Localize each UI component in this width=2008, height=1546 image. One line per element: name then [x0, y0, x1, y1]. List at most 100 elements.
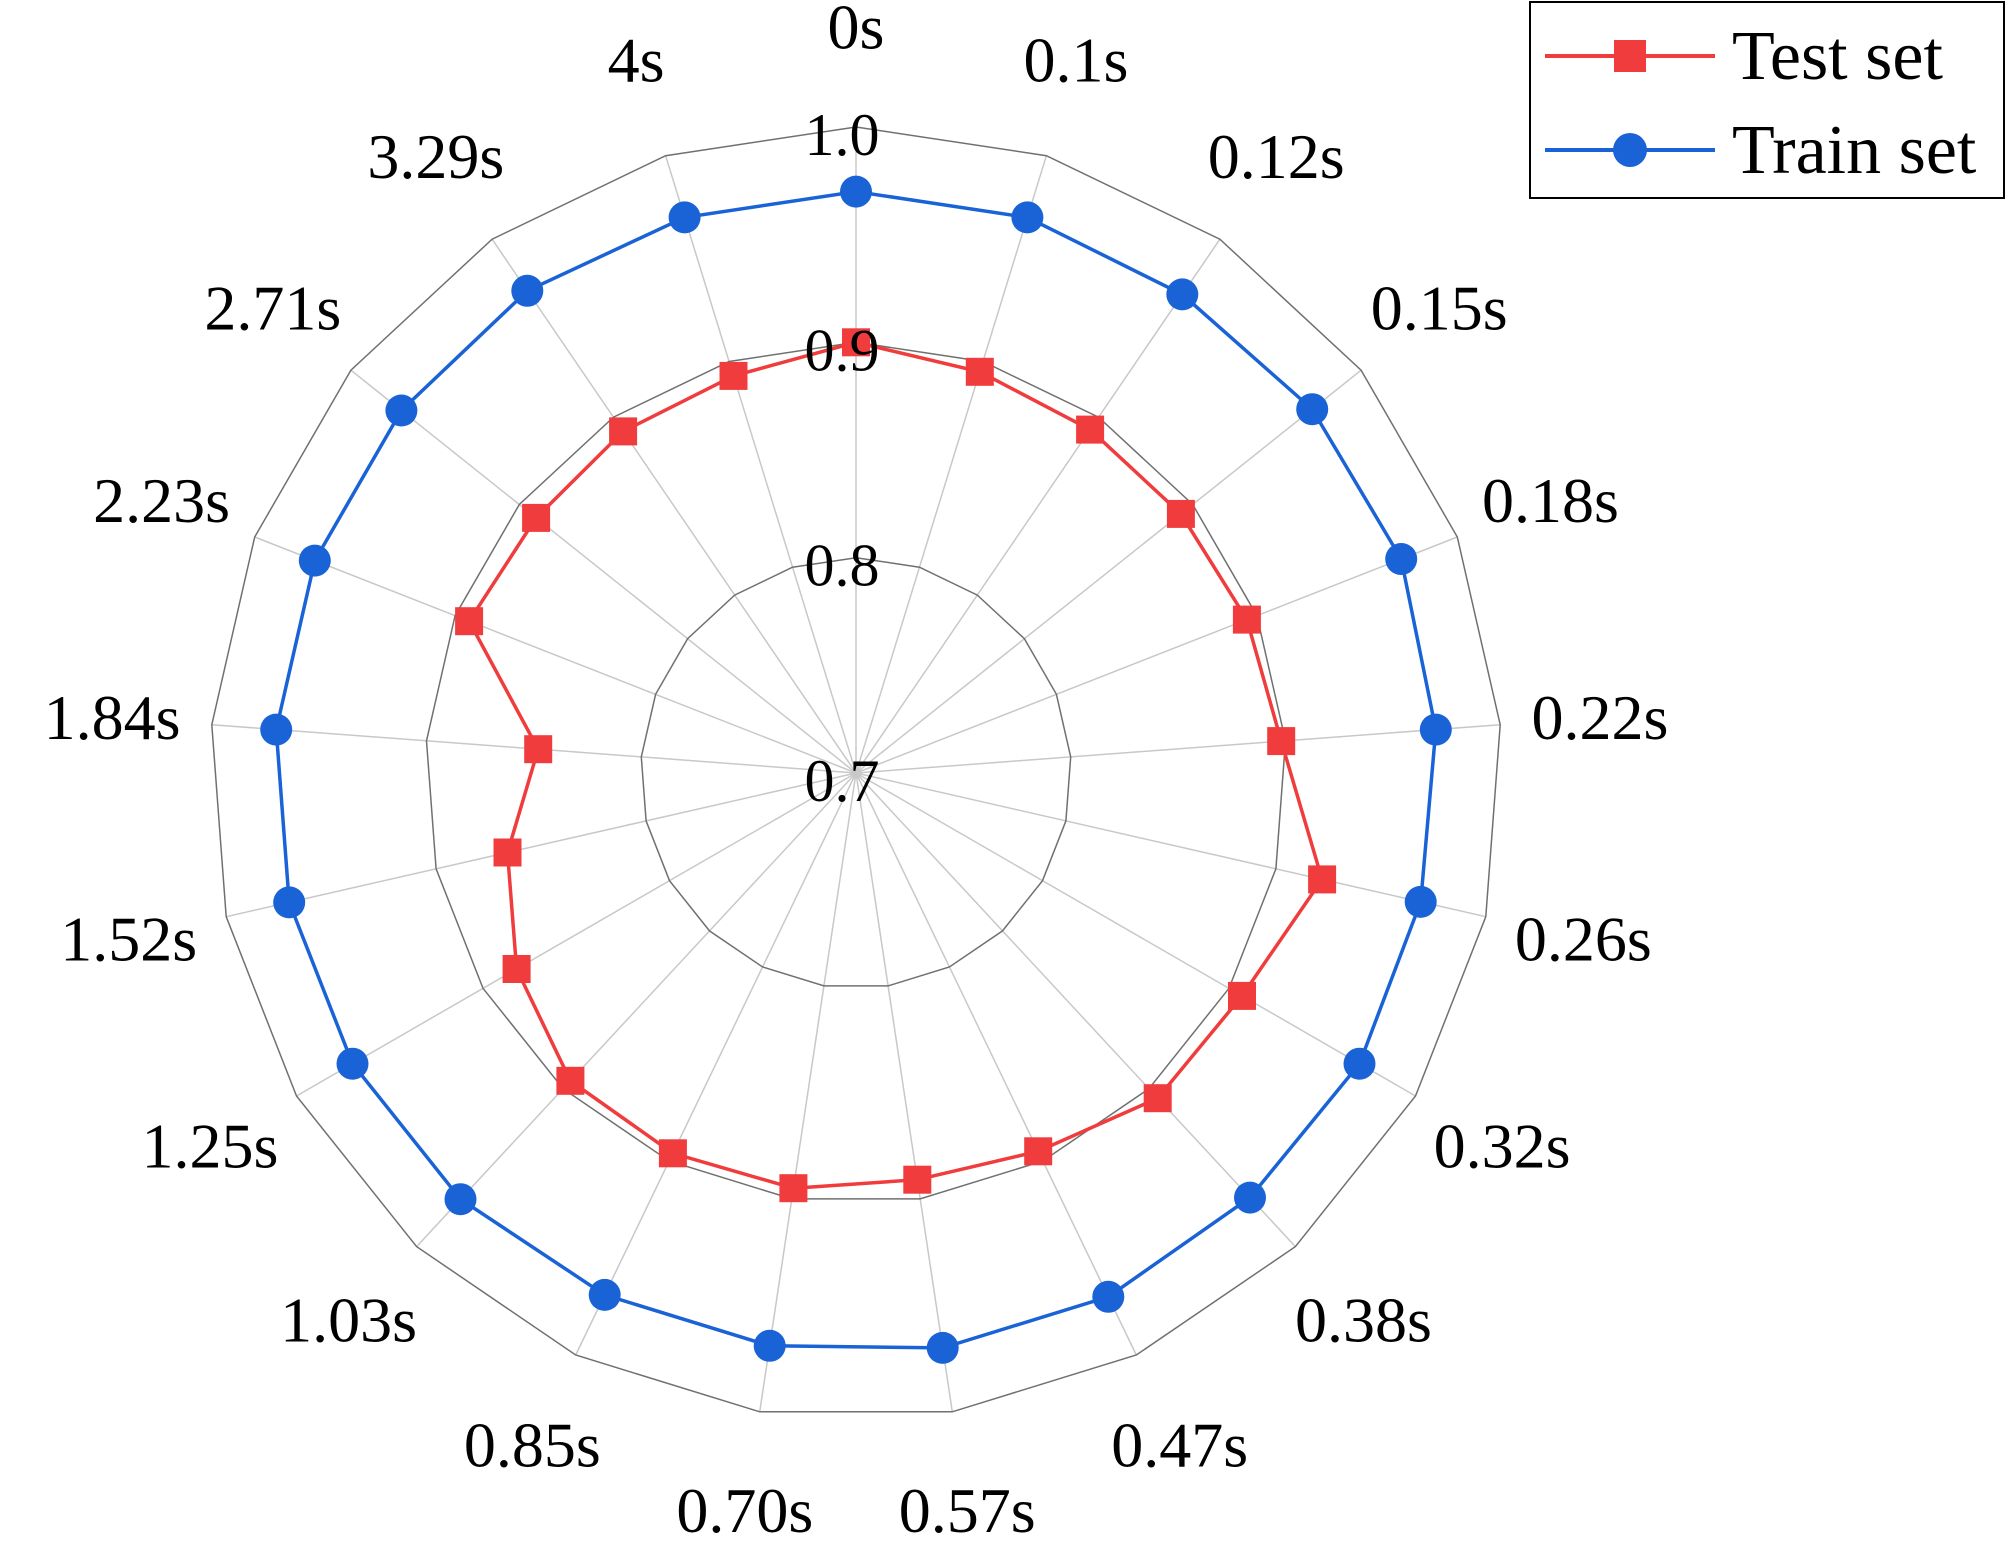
series-0-point-10	[903, 1165, 932, 1194]
category-label-7: 0.32s	[1434, 1111, 1571, 1182]
series-1-point-16	[260, 713, 293, 746]
category-label-18: 2.71s	[204, 272, 341, 343]
legend-test-marker	[1614, 40, 1646, 72]
series-0-point-16	[524, 735, 553, 764]
spoke-1	[855, 155, 1048, 774]
spoke-5	[855, 723, 1501, 774]
category-label-13: 1.03s	[280, 1284, 417, 1355]
legend-train-marker	[1613, 133, 1647, 167]
category-label-8: 0.38s	[1295, 1284, 1432, 1355]
category-label-2: 0.12s	[1208, 121, 1345, 192]
spoke-18	[350, 369, 857, 774]
series-0-point-19	[609, 417, 638, 446]
spoke-6	[855, 772, 1486, 918]
category-label-5: 0.22s	[1531, 682, 1668, 753]
series-1-point-5	[1419, 713, 1452, 746]
series-0	[455, 328, 1337, 1203]
grid-ring-3	[211, 126, 1501, 1413]
series-0-point-3	[1166, 499, 1195, 528]
series-1-point-10	[926, 1331, 959, 1364]
category-label-11: 0.70s	[676, 1475, 813, 1546]
series-1	[260, 175, 1452, 1364]
series-1-point-20	[668, 201, 701, 234]
radar-grid	[211, 126, 1501, 1413]
series-1-point-18	[385, 394, 418, 427]
category-label-14: 1.25s	[141, 1111, 278, 1182]
series-1-point-12	[588, 1278, 621, 1311]
category-labels: 0s 0.1s 0.12s 0.15s 0.18s 0.22s 0.26s 0.32s 0.38…	[44, 0, 1669, 1546]
series-1-point-17	[298, 544, 331, 577]
series-1-point-4	[1385, 543, 1418, 575]
category-label-1: 0.1s	[1023, 25, 1128, 96]
spoke-3	[855, 369, 1362, 774]
series-0-point-6	[1308, 865, 1337, 894]
series-1-line	[274, 189, 1438, 1350]
spoke-20	[664, 155, 857, 774]
series-1-point-13	[444, 1183, 477, 1216]
series-0-point-20	[719, 361, 748, 390]
series-layer	[260, 175, 1452, 1364]
series-0-point-9	[1024, 1137, 1053, 1166]
series-0-point-18	[522, 503, 551, 532]
series-1-point-9	[1092, 1280, 1125, 1313]
spoke-7	[855, 772, 1416, 1097]
series-0-point-15	[493, 838, 522, 867]
series-0-point-2	[1076, 415, 1105, 444]
spoke-11	[758, 772, 857, 1412]
spoke-15	[226, 772, 857, 918]
grid-ring-1	[640, 556, 1072, 987]
series-0-point-17	[455, 607, 484, 636]
spoke-17	[254, 536, 857, 774]
legend-box	[1529, 1, 2005, 199]
category-label-6: 0.26s	[1515, 904, 1652, 975]
legend-train-label: Train set	[1732, 112, 1977, 189]
category-label-19: 3.29s	[367, 121, 504, 192]
series-0-point-11	[779, 1174, 808, 1203]
series-1-point-8	[1234, 1181, 1266, 1214]
series-1-point-19	[511, 274, 544, 307]
legend: Test set Train set	[1529, 1, 2005, 199]
series-1-point-7	[1343, 1047, 1376, 1080]
ring-label-1: 0.8	[805, 533, 880, 599]
category-label-9: 0.47s	[1111, 1410, 1248, 1481]
series-0-point-5	[1267, 727, 1296, 756]
category-label-4: 0.18s	[1482, 465, 1619, 536]
category-label-12: 0.85s	[464, 1410, 601, 1481]
series-0-point-0	[842, 328, 870, 357]
spoke-4	[855, 536, 1458, 774]
series-1-point-1	[1011, 201, 1044, 234]
spoke-10	[855, 772, 954, 1412]
series-0-point-7	[1228, 981, 1256, 1010]
spoke-8	[855, 772, 1296, 1248]
legend-test-label: Test set	[1732, 18, 1943, 95]
series-0-point-12	[658, 1139, 687, 1168]
spoke-19	[491, 238, 857, 774]
category-label-10: 0.57s	[899, 1475, 1036, 1546]
category-label-0: 0s	[828, 0, 885, 63]
series-0-point-4	[1232, 605, 1261, 634]
ring-label-3: 1.0	[805, 102, 880, 168]
spoke-9	[855, 772, 1137, 1356]
category-label-15: 1.52s	[60, 904, 197, 975]
spoke-14	[296, 772, 857, 1097]
spoke-2	[855, 238, 1221, 774]
series-1-point-15	[273, 886, 306, 919]
series-1-point-0	[840, 175, 872, 208]
series-1-point-6	[1404, 885, 1437, 918]
spoke-13	[416, 772, 857, 1248]
ring-labels: 0.7 0.8 0.9 1.0	[805, 102, 880, 814]
category-label-16: 1.84s	[44, 682, 181, 753]
series-0-point-8	[1143, 1084, 1172, 1113]
series-1-point-3	[1296, 393, 1329, 426]
series-1-point-11	[753, 1329, 786, 1362]
grid-ring-2	[425, 341, 1287, 1200]
series-1-point-14	[336, 1047, 369, 1080]
ring-label-2: 0.9	[805, 317, 880, 383]
series-0-point-1	[965, 357, 994, 386]
ring-label-0: 0.7	[805, 748, 880, 814]
series-1-point-2	[1166, 278, 1199, 311]
category-label-3: 0.15s	[1371, 272, 1508, 343]
category-label-17: 2.23s	[93, 465, 230, 536]
series-0-point-14	[502, 955, 531, 983]
